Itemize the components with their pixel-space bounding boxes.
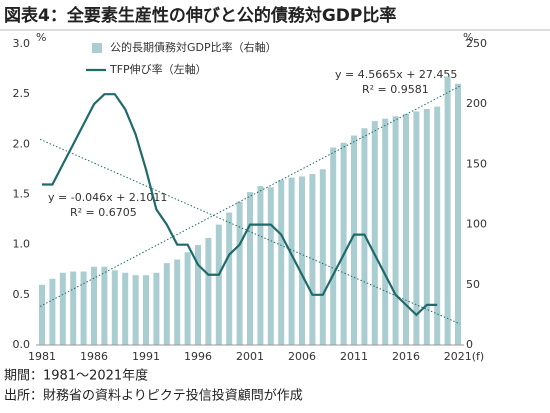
annotation: y = 4.5665x + 27.455 [335,68,457,81]
bar [382,118,389,345]
bar [247,192,253,345]
bar [403,113,409,345]
y-tick-label: 3.0 [13,37,31,50]
legend-swatch [92,43,102,53]
bar [101,266,108,345]
bar [455,83,461,346]
x-tick-label: 2021(f) [444,350,484,363]
y2-tick-label: 100 [466,218,487,231]
bar [143,275,149,345]
x-tick-label: 1996 [184,350,212,363]
trend-line [39,138,461,325]
y2-unit: % [463,31,473,44]
x-tick-label: 1981 [28,350,56,363]
y-tick-label: 1.0 [13,238,31,251]
bar [257,186,264,345]
annotation: y = -0.046x + 2.1011 [48,191,167,204]
bar [340,142,347,345]
bar [288,177,295,345]
y-tick-label: 0.0 [13,338,31,351]
bar [371,121,378,345]
bar [215,224,222,345]
bar [444,76,451,346]
bar [174,259,181,345]
bar [205,237,212,345]
y2-tick-label: 0 [466,338,473,351]
y2-tick-label: 250 [466,37,487,50]
bar [413,111,420,345]
bar [195,245,201,345]
x-tick-label: 1986 [80,350,108,363]
bar [319,169,326,345]
legend-label: 公的長期債務対GDP比率（右軸） [110,40,277,54]
bar [392,116,399,346]
bar [226,212,233,345]
y-tick-label: 1.5 [13,188,31,201]
x-tick-label: 2001 [236,350,264,363]
x-tick-label: 2011 [340,350,368,363]
bar [267,187,274,345]
bar [91,266,97,345]
bar [59,272,66,345]
bar [163,263,170,345]
bar [351,135,357,345]
x-tick-label: 2016 [392,350,420,363]
y-tick-label: 2.0 [13,137,31,150]
y2-tick-label: 200 [466,97,487,110]
line [42,93,438,317]
bar [49,278,56,345]
bar [39,284,45,345]
y-tick-label: 2.5 [13,87,31,100]
y2-tick-label: 150 [466,157,487,170]
legend-label: TFP伸び率（左軸） [109,62,207,76]
bar [70,271,77,345]
bar [423,109,430,346]
bar [330,147,337,345]
bar [132,275,139,345]
x-tick-label: 2006 [288,350,316,363]
y-unit: % [36,31,46,44]
bar [111,270,118,345]
bar [278,180,285,345]
bar [236,201,243,345]
bar [184,252,191,345]
bar [434,106,441,345]
x-tick-label: 1991 [132,350,160,363]
chart-title: 図表4：全要素生産性の伸びと公的債務対GDP比率 [4,5,396,26]
bar [299,176,305,345]
note: 出所：財務省の資料よりピクテ投信投資顧問が作成 [4,388,303,404]
bar [80,271,87,345]
annotation: R² = 0.6705 [70,206,137,219]
y-tick-label: 0.5 [13,288,31,301]
bar [122,272,129,345]
y2-tick-label: 50 [466,278,480,291]
annotation: R² = 0.9581 [362,83,429,96]
bar [153,272,160,345]
note: 期間：1981～2021年度 [4,368,148,384]
